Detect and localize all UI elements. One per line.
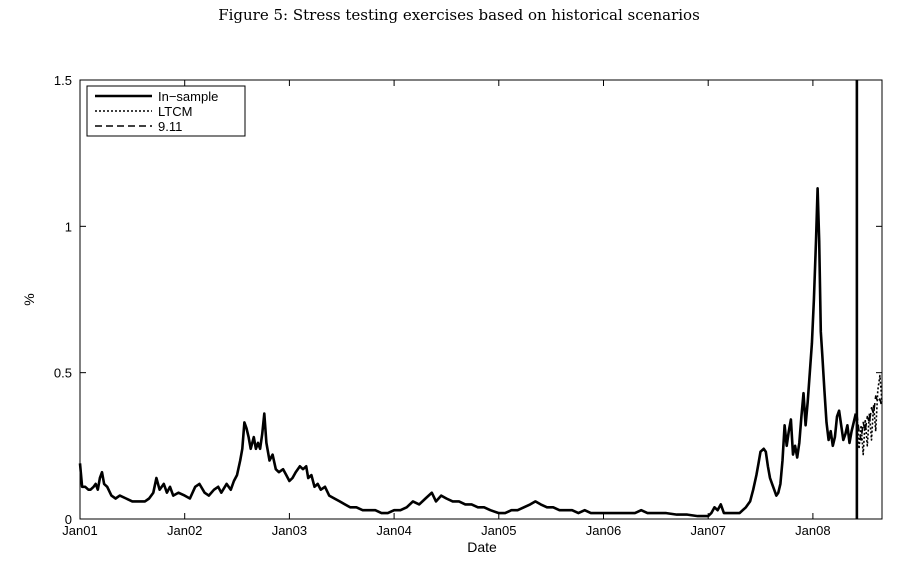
y-tick-label-2: 1 [65,219,72,234]
x-tick-label-4: Jan05 [481,523,516,538]
series-line-2 [856,395,883,441]
legend-label-1: LTCM [158,104,192,119]
y-axis-label: % [21,293,37,305]
x-tick-label-5: Jan06 [586,523,621,538]
y-tick-label-0: 0 [65,512,72,527]
x-tick-label-6: Jan07 [690,523,725,538]
series-line-0 [78,187,858,518]
y-tick-label-1: 0.5 [54,366,72,381]
legend-label-0: In−sample [158,89,218,104]
x-tick-label-2: Jan03 [272,523,307,538]
x-tick-label-3: Jan04 [376,523,411,538]
x-axis-label: Date [467,539,497,555]
x-tick-label-7: Jan08 [795,523,830,538]
x-tick-label-1: Jan02 [167,523,202,538]
plot-area-frame [79,79,883,520]
legend-box [86,85,246,137]
series-line-1 [856,374,883,456]
y-tick-label-3: 1.5 [54,73,72,88]
x-tick-label-0: Jan01 [62,523,97,538]
legend-label-2: 9.11 [158,119,182,134]
figure-title: Figure 5: Stress testing exercises based… [218,6,700,24]
